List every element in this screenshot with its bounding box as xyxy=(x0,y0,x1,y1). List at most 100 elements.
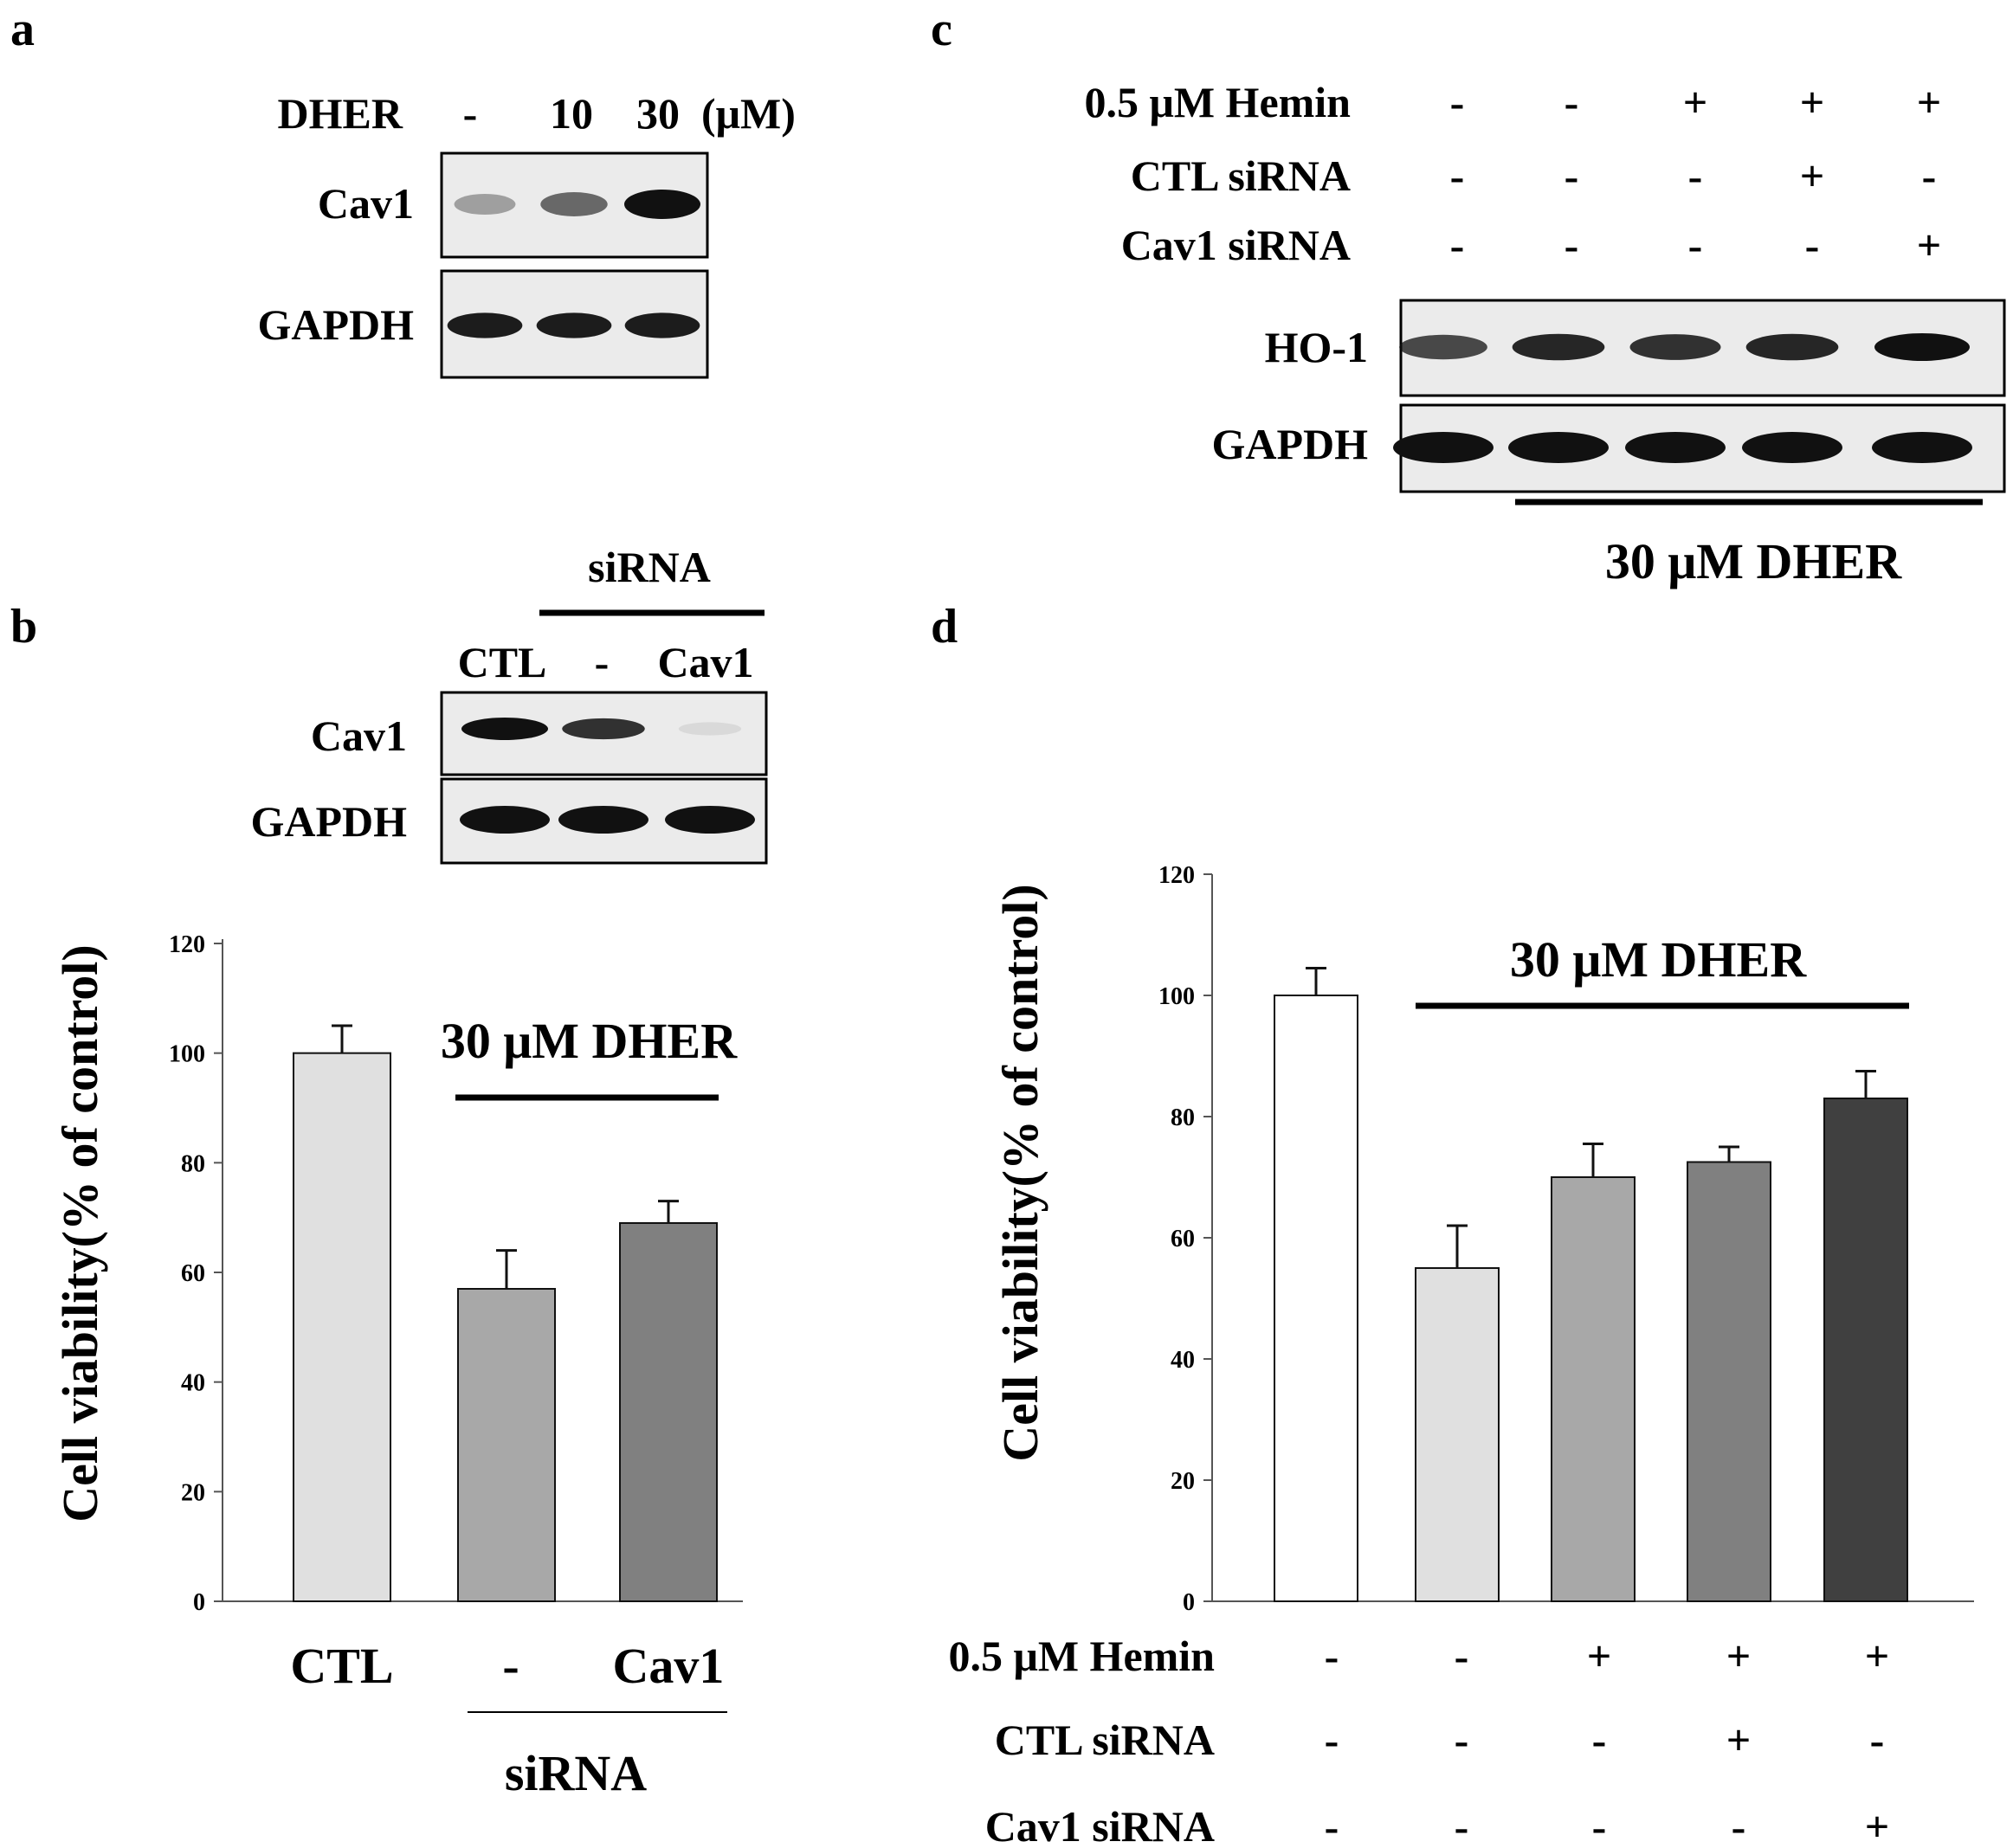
panel-a-dose-1: - xyxy=(463,89,478,138)
panel-c-gapdh-band-3 xyxy=(1625,432,1726,463)
panel-c-ho1-band-1 xyxy=(1399,334,1487,360)
panel-d-condition-label-1: 0.5 μM Hemin xyxy=(949,1632,1216,1680)
panel-b-blot-section: siRNA CTL - Cav1 Cav1 GAPDH xyxy=(250,543,768,865)
panel-c-condition-3-lane-5: + xyxy=(1917,221,1942,269)
panel-d-ytick-label: 20 xyxy=(1171,1468,1195,1495)
panel-a-gapdh-band-2 xyxy=(536,312,612,338)
panel-b-ytick-label: 80 xyxy=(181,1150,205,1177)
panel-b-bar-2 xyxy=(457,1288,556,1602)
panel-c-condition-2-lane-3: - xyxy=(1688,151,1703,200)
panel-d-bar-1 xyxy=(1274,995,1358,1602)
panel-b-lane-ctl: CTL xyxy=(458,638,547,686)
panel-c-gapdh-band-1 xyxy=(1393,432,1494,463)
panel-a-gapdh-band-1 xyxy=(447,312,523,338)
panel-d-condition-label-2: CTL siRNA xyxy=(995,1716,1215,1764)
panel-d-condition-3-lane-2: - xyxy=(1455,1802,1469,1848)
panel-a: DHER - 10 30 (μM) Cav1 GAPDH xyxy=(257,89,796,379)
panel-c-ho1-band-4 xyxy=(1745,333,1839,361)
panel-d-condition-1-lane-4: + xyxy=(1726,1632,1752,1680)
panel-b-ytick-label: 60 xyxy=(181,1260,205,1287)
panel-b-ytick-label: 100 xyxy=(169,1041,205,1068)
panel-d-condition-1-lane-3: + xyxy=(1587,1632,1612,1680)
panel-b-cav1-band-1 xyxy=(461,718,548,740)
panel-c-condition-3-lane-3: - xyxy=(1688,221,1703,269)
panel-d-bar-4 xyxy=(1687,1161,1771,1602)
panel-a-row-label-cav1: Cav1 xyxy=(318,179,414,228)
panel-c-condition-2-lane-4: + xyxy=(1800,151,1825,200)
panel-c-condition-label-1: 0.5 μM Hemin xyxy=(1085,78,1352,126)
panel-b-group-label: siRNA xyxy=(588,543,711,591)
panel-d-condition-2-lane-5: - xyxy=(1870,1716,1885,1764)
panel-b-category-ctl: CTL xyxy=(290,1638,393,1694)
panel-b-lane-cav1: Cav1 xyxy=(657,638,753,686)
panel-b-ytick-label: 0 xyxy=(193,1589,205,1616)
panel-a-cav1-band-3 xyxy=(624,190,700,219)
panel-b-gapdh-band-1 xyxy=(460,806,550,834)
panel-d-condition-3-lane-4: - xyxy=(1732,1802,1746,1848)
panel-d-condition-1-lane-2: - xyxy=(1455,1632,1469,1680)
panel-b-gapdh-band-2 xyxy=(558,806,648,834)
panel-b-lane-none: - xyxy=(595,638,610,686)
panel-b-cav1-band-2 xyxy=(562,718,645,740)
panel-c-gapdh-band-2 xyxy=(1508,432,1609,463)
panel-c-bracket-label: 30 μM DHER xyxy=(1605,533,1902,589)
panel-d-ytick-label: 120 xyxy=(1158,862,1195,889)
panel-c-condition-1-lane-3: + xyxy=(1683,78,1708,126)
panel-c-gapdh-band-4 xyxy=(1742,432,1842,463)
panel-c-row-label-gapdh: GAPDH xyxy=(1211,420,1368,468)
panel-b-ytick-label: 20 xyxy=(181,1479,205,1506)
panel-a-gapdh-band-3 xyxy=(624,312,700,338)
panel-b-ytick-label: 40 xyxy=(181,1370,205,1397)
panel-d-bar-3 xyxy=(1551,1176,1636,1602)
panel-d-y-axis-label: Cell viability(% of control) xyxy=(992,884,1048,1461)
panel-c-condition-label-2: CTL siRNA xyxy=(1131,151,1351,200)
panel-a-dose-3: 30 xyxy=(636,89,680,138)
panel-d-condition-3-lane-1: - xyxy=(1325,1802,1339,1848)
panel-letter-b: b xyxy=(10,600,37,654)
panel-c-condition-3-lane-2: - xyxy=(1565,221,1579,269)
panel-d-condition-1-lane-5: + xyxy=(1865,1632,1890,1680)
panel-d-condition-2-lane-1: - xyxy=(1325,1716,1339,1764)
panel-a-cav1-band-1 xyxy=(454,193,516,216)
panel-d-chart: Cell viability(% of control) 0 20 40 60 80 10… xyxy=(949,862,1974,1848)
panel-a-dose-2: 10 xyxy=(550,89,593,138)
panel-a-row-label-gapdh: GAPDH xyxy=(257,300,414,349)
panel-a-unit: (μM) xyxy=(701,89,796,138)
panel-d-ytick-label: 40 xyxy=(1171,1347,1195,1374)
panel-b-gapdh-band-3 xyxy=(665,806,755,834)
panel-d-bar-5 xyxy=(1823,1098,1908,1602)
panel-letter-a: a xyxy=(10,3,35,56)
panel-c-condition-1-lane-4: + xyxy=(1800,78,1825,126)
panel-d-condition-3-lane-5: + xyxy=(1865,1802,1890,1848)
panel-b-cav1-band-3 xyxy=(678,722,742,736)
panel-d-condition-3-lane-3: - xyxy=(1592,1802,1607,1848)
panel-c-condition-1-lane-1: - xyxy=(1450,78,1465,126)
panel-c-condition-label-3: Cav1 siRNA xyxy=(1121,221,1351,269)
panel-d-condition-2-lane-3: - xyxy=(1592,1716,1607,1764)
panel-c-condition-2-lane-5: - xyxy=(1922,151,1937,200)
panel-d-ytick-label: 100 xyxy=(1158,983,1195,1010)
panel-d-condition-2-lane-4: + xyxy=(1726,1716,1752,1764)
panel-b-bar-3 xyxy=(619,1222,718,1602)
panel-c-condition-3-lane-4: - xyxy=(1805,221,1820,269)
panel-d-ytick-label: 80 xyxy=(1171,1104,1195,1131)
panel-b-bar-1 xyxy=(293,1052,391,1602)
panel-letter-c: c xyxy=(931,3,952,56)
panel-d-ytick-label: 0 xyxy=(1183,1589,1195,1616)
panel-b-row-label-gapdh: GAPDH xyxy=(250,797,407,846)
panel-d-annotation: 30 μM DHER xyxy=(1510,931,1807,988)
panel-c-condition-3-lane-1: - xyxy=(1450,221,1465,269)
panel-c-condition-2-lane-2: - xyxy=(1565,151,1579,200)
panel-b-category-none: - xyxy=(502,1638,519,1694)
panel-a-treatment-label: DHER xyxy=(278,89,403,138)
panel-d-condition-2-lane-2: - xyxy=(1455,1716,1469,1764)
panel-c-condition-1-lane-5: + xyxy=(1917,78,1942,126)
panel-b-category-cav1: Cav1 xyxy=(613,1638,725,1694)
panel-c: 0.5 μM Hemin - - + + + CTL siRNA - - - + - Cav1 siRN… xyxy=(1085,78,2006,589)
panel-b-y-axis-label: Cell viability(% of control) xyxy=(52,944,108,1522)
panel-c-row-label-ho1: HO-1 xyxy=(1265,323,1368,371)
panel-b-annotation: 30 μM DHER xyxy=(441,1013,738,1069)
panel-b-chart: Cell viability(% of control) 0 20 40 60 80 10… xyxy=(52,931,743,1801)
panel-d-bar-2 xyxy=(1415,1267,1500,1602)
